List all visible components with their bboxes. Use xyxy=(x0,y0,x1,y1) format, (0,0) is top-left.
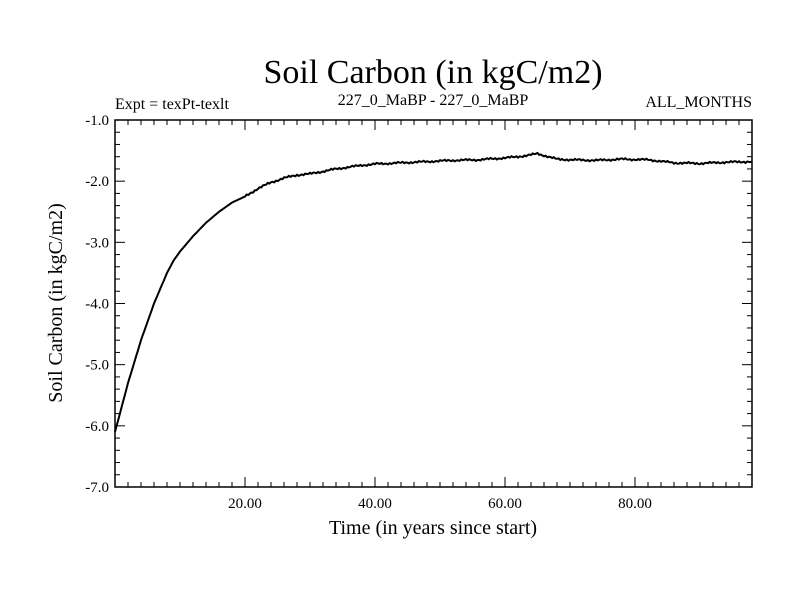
chart-title: Soil Carbon (in kgC/m2) xyxy=(263,54,602,91)
y-axis-label: Soil Carbon (in kgC/m2) xyxy=(45,203,67,402)
soil-carbon-series-line xyxy=(114,151,753,433)
x-tick-labels: 20.00 40.00 60.00 80.00 xyxy=(228,496,652,512)
y-tick-label: -7.0 xyxy=(85,480,109,496)
y-tick-label: -3.0 xyxy=(85,235,109,251)
subtitle-period: 227_0_MaBP - 227_0_MaBP xyxy=(338,92,529,109)
axis-ticks xyxy=(115,120,752,487)
y-tick-label: -1.0 xyxy=(85,113,109,129)
subtitle-experiment: Expt = texPt-texlt xyxy=(115,96,229,113)
y-tick-label: -5.0 xyxy=(85,358,109,374)
x-axis-label: Time (in years since start) xyxy=(329,517,537,539)
y-tick-labels: -1.0 -2.0 -3.0 -4.0 -5.0 -6.0 -7.0 xyxy=(85,113,109,496)
y-tick-label: -4.0 xyxy=(85,297,109,313)
plot-frame xyxy=(114,119,753,488)
y-tick-label: -6.0 xyxy=(85,419,109,435)
x-tick-label: 80.00 xyxy=(618,496,652,512)
x-tick-label: 40.00 xyxy=(358,496,392,512)
x-tick-label: 20.00 xyxy=(228,496,262,512)
subtitle-months: ALL_MONTHS xyxy=(645,94,752,111)
x-tick-label: 60.00 xyxy=(488,496,522,512)
y-tick-label: -2.0 xyxy=(85,174,109,190)
